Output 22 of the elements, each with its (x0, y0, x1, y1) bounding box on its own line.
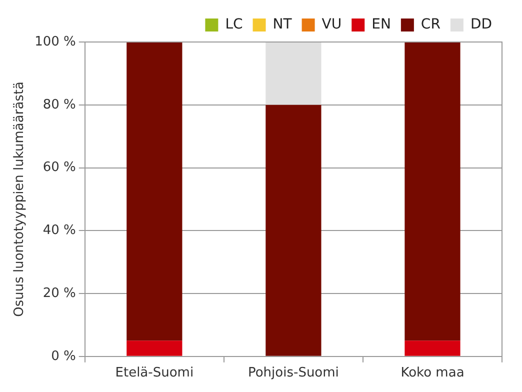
y-tick-label: 80 % (42, 97, 76, 112)
bar (404, 42, 460, 341)
legend-label: VU (322, 16, 342, 33)
x-tick-label: Pohjois-Suomi (248, 366, 339, 381)
bar (126, 340, 182, 356)
legend-label: CR (420, 16, 441, 33)
x-tick-label: Koko maa (400, 366, 464, 381)
legend-label: LC (225, 16, 243, 33)
legend-label: NT (272, 16, 292, 33)
bar (266, 104, 322, 356)
x-tick-label: Etelä-Suomi (115, 366, 194, 381)
bar (404, 340, 460, 356)
y-tick-label: 40 % (42, 223, 76, 238)
bar (266, 42, 322, 105)
y-tick-label: 100 % (34, 34, 76, 50)
y-axis-title: Osuus luontotyyppien lukumäärästä (12, 81, 28, 317)
bar (126, 42, 182, 341)
legend-label: DD (470, 16, 492, 33)
y-tick-label: 60 % (42, 160, 76, 176)
y-tick-label: 0 % (51, 348, 76, 364)
y-tick-label: 20 % (42, 286, 76, 301)
legend-label: EN (372, 16, 391, 33)
